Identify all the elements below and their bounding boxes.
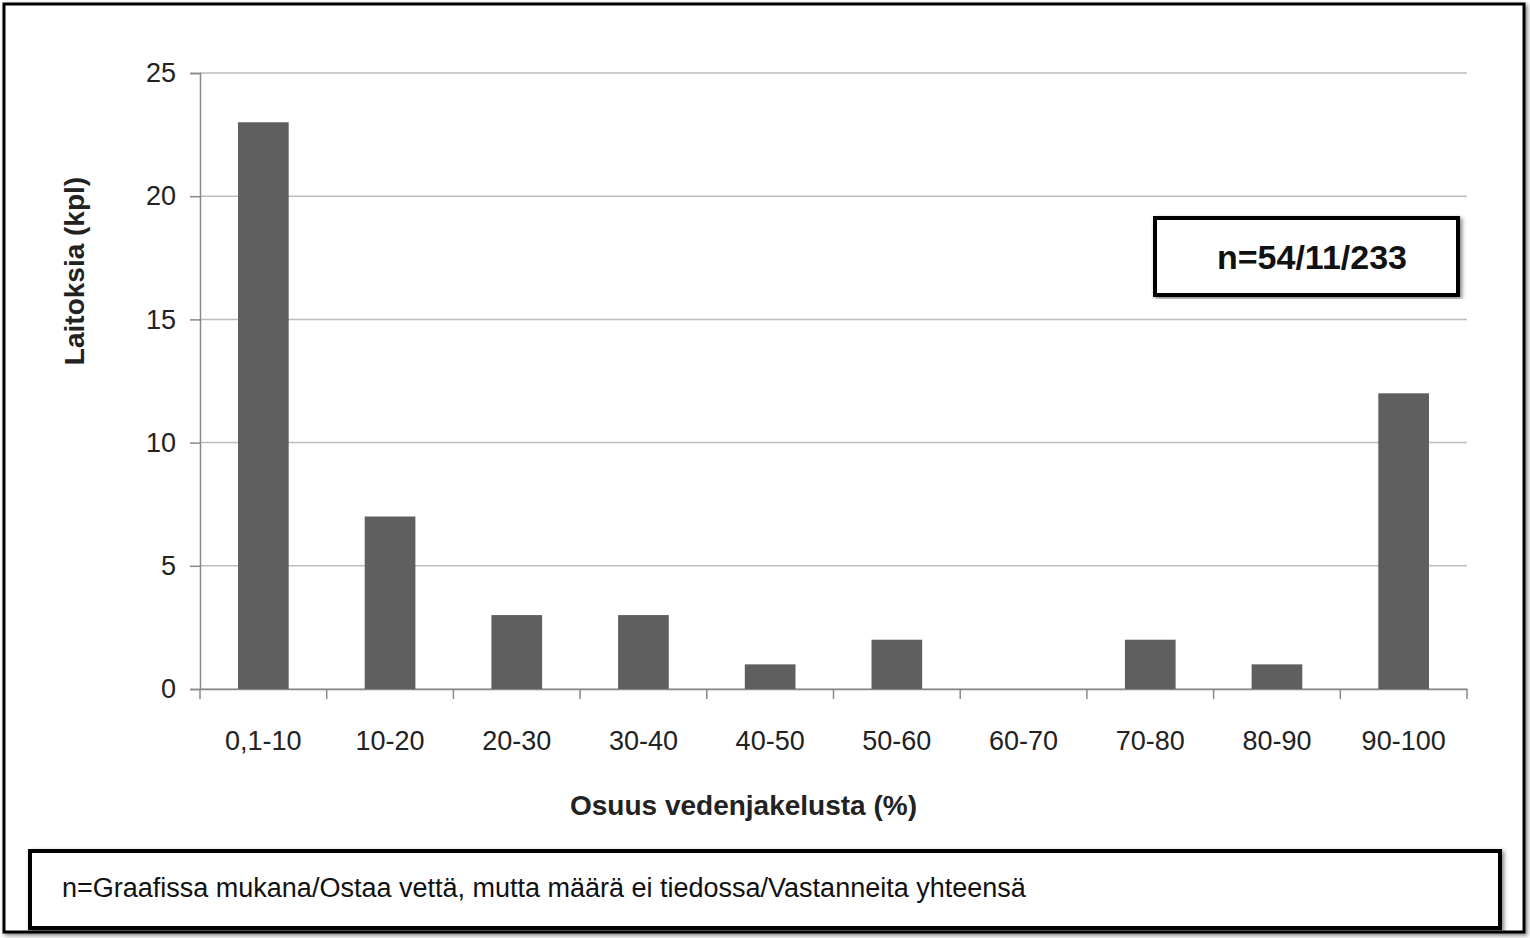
x-tick-label: 30-40 <box>609 726 678 756</box>
x-separator <box>1340 689 1342 699</box>
grid-line <box>200 72 1467 74</box>
x-tick: 70-80 <box>1116 689 1185 756</box>
grid-line <box>200 195 1467 197</box>
grid-line <box>200 442 1467 444</box>
bar <box>618 615 669 689</box>
grid <box>200 73 1467 689</box>
x-tick-label: 80-90 <box>1242 726 1311 756</box>
y-tick-label: 10 <box>146 428 176 458</box>
x-separator <box>453 689 455 699</box>
x-separator <box>959 689 961 699</box>
y-tick-label: 0 <box>161 674 176 704</box>
x-tick-label: 70-80 <box>1116 726 1185 756</box>
x-tick: 60-70 <box>989 689 1058 756</box>
x-tick: 0,1-10 <box>225 689 302 756</box>
x-tick-label: 0,1-10 <box>225 726 302 756</box>
annotation: n=54/11/233 <box>1217 238 1407 276</box>
y-tick: 25 <box>146 58 200 88</box>
x-tick: 10-20 <box>356 689 425 756</box>
note: n=Graafissa mukana/Ostaa vettä, mutta mä… <box>62 873 1027 903</box>
x-separator <box>199 689 201 699</box>
bar <box>872 640 923 689</box>
note-box <box>30 851 1500 928</box>
y-tick: 5 <box>161 551 200 581</box>
x-separators <box>200 689 1467 699</box>
x-tick: 40-50 <box>736 689 805 756</box>
y-tick-label: 25 <box>146 58 176 88</box>
x-tick: 80-90 <box>1242 689 1311 756</box>
annotation-box <box>1155 218 1458 295</box>
bar <box>1378 393 1429 689</box>
x-separator <box>579 689 581 699</box>
y-tick-mark <box>190 196 200 198</box>
bar <box>238 122 289 689</box>
bar <box>998 689 1049 690</box>
x-tick: 50-60 <box>862 689 931 756</box>
y-tick-mark <box>190 319 200 321</box>
x-tick-label: 40-50 <box>736 726 805 756</box>
y-tick: 10 <box>146 428 200 458</box>
y-axis-line <box>190 74 201 690</box>
x-tick-label: 50-60 <box>862 726 931 756</box>
x-tick: 90-100 <box>1362 689 1446 756</box>
x-separator <box>1213 689 1215 699</box>
y-tick-mark <box>190 442 200 444</box>
chart-frame <box>4 4 1524 932</box>
y-tick: 15 <box>146 305 200 335</box>
y-tick-label: 20 <box>146 181 176 211</box>
bars <box>238 122 1429 689</box>
x-tick: 30-40 <box>609 689 678 756</box>
bar <box>365 517 416 689</box>
y-tick: 20 <box>146 181 200 211</box>
y-tick: 0 <box>161 674 200 704</box>
bar <box>1252 664 1303 689</box>
y-tick-mark <box>190 73 200 75</box>
x-separator <box>326 689 328 699</box>
bar <box>491 615 542 689</box>
y-tick-mark <box>190 566 200 568</box>
bar <box>1125 640 1176 689</box>
chart: 0 5 10 15 20 25 0,1-10 10-20 20-30 30-40 40-50 50-6… <box>0 0 1530 938</box>
y-tick-mark <box>190 689 200 691</box>
grid-line <box>200 319 1467 321</box>
x-tick-label: 90-100 <box>1362 726 1446 756</box>
x-separator <box>1086 689 1088 699</box>
y-tick-label: 5 <box>161 551 176 581</box>
y-axis: 0 5 10 15 20 25 <box>146 58 201 704</box>
x-tick: 20-30 <box>482 689 551 756</box>
x-separator <box>1466 689 1468 699</box>
x-separator <box>706 689 708 699</box>
x-axis-title: Osuus vedenjakelusta (%) <box>570 790 917 821</box>
x-separator <box>833 689 835 699</box>
x-tick-label: 10-20 <box>356 726 425 756</box>
x-axis: 0,1-10 10-20 20-30 30-40 40-50 50-60 60-70 70-8… <box>201 689 1468 756</box>
bar <box>745 664 796 689</box>
x-tick-label: 20-30 <box>482 726 551 756</box>
x-tick-label: 60-70 <box>989 726 1058 756</box>
y-tick-label: 15 <box>146 305 176 335</box>
y-axis-title: Laitoksia (kpl) <box>59 177 90 365</box>
